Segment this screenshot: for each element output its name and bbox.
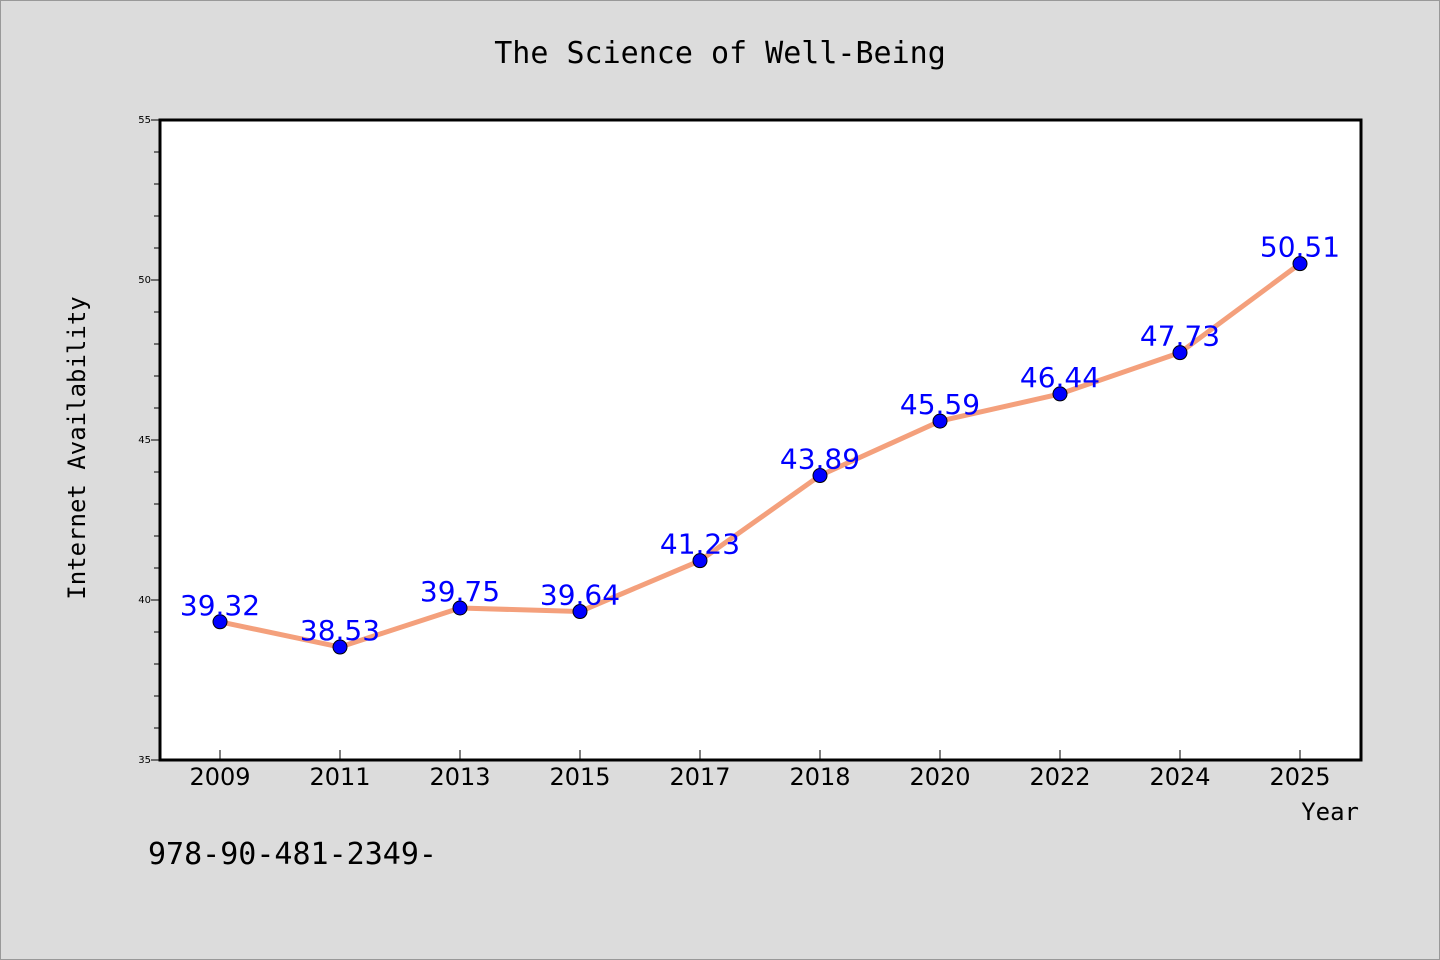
y-tick-label: 35 <box>138 755 151 766</box>
x-tick-label: 2011 <box>309 763 370 791</box>
x-tick-label: 2017 <box>669 763 730 791</box>
series-line <box>217 261 1303 650</box>
y-tick-label: 45 <box>138 435 151 446</box>
x-tick-label: 2015 <box>549 763 610 791</box>
data-label: 39.64 <box>540 579 620 612</box>
data-label: 43.89 <box>780 443 860 476</box>
y-tick-label: 40 <box>138 595 151 606</box>
data-label: 46.44 <box>1020 361 1100 394</box>
data-labels: 39.32 38.53 39.75 39.64 41.23 43.89 45.59 46.44… <box>180 231 1340 647</box>
data-point <box>1292 256 1308 272</box>
x-tick-label: 2022 <box>1029 763 1090 791</box>
data-label: 45.59 <box>900 388 980 421</box>
data-label: 41.23 <box>660 528 740 561</box>
data-point <box>452 600 468 616</box>
data-point <box>1052 386 1068 402</box>
data-point <box>932 413 948 429</box>
x-tick-label: 2013 <box>429 763 490 791</box>
data-label: 39.32 <box>180 589 260 622</box>
chart-title: The Science of Well-Being <box>494 36 946 71</box>
data-point <box>812 468 828 484</box>
data-label: 38.53 <box>300 614 380 647</box>
x-tick-label: 2009 <box>189 763 250 791</box>
data-point <box>1172 345 1188 361</box>
data-label: 50.51 <box>1260 231 1340 264</box>
plot-frame <box>158 118 1363 762</box>
data-point <box>572 604 588 620</box>
y-tick-label: 55 <box>138 115 151 126</box>
x-tick-label: 2018 <box>789 763 850 791</box>
y-axis-label: Internet Availability <box>63 296 91 599</box>
data-point <box>332 639 348 655</box>
data-point <box>212 614 228 630</box>
data-label: 47.73 <box>1140 320 1220 353</box>
x-axis-ticks: 2009 2011 2013 2015 2017 2018 2020 2022 2024 2025 <box>189 750 1331 791</box>
x-axis-label: Year <box>1301 798 1359 826</box>
data-point <box>692 553 708 569</box>
x-tick-label: 2025 <box>1269 763 1330 791</box>
x-tick-label: 2020 <box>909 763 970 791</box>
plot-area <box>160 120 1361 760</box>
data-label: 39.75 <box>420 575 500 608</box>
series-markers <box>212 256 1308 655</box>
x-tick-label: 2024 <box>1149 763 1210 791</box>
footnote: 978-90-481-2349- <box>148 837 437 872</box>
y-tick-label: 50 <box>138 275 151 286</box>
